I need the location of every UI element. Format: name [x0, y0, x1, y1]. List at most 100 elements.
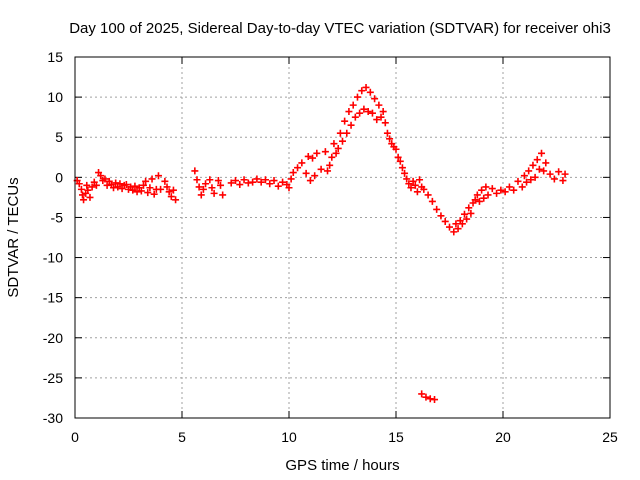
data-point — [77, 185, 85, 193]
data-point — [330, 140, 338, 148]
data-point — [257, 178, 265, 186]
data-point — [332, 149, 340, 157]
data-point — [535, 165, 543, 173]
x-tick-label: 5 — [178, 429, 186, 445]
data-point — [311, 172, 319, 180]
data-point — [450, 228, 458, 236]
data-point — [347, 121, 355, 129]
y-tick-label: 10 — [47, 89, 63, 105]
data-point — [208, 184, 216, 192]
data-point — [270, 177, 278, 185]
chart-title: Day 100 of 2025, Sidereal Day-to-day VTE… — [69, 20, 611, 37]
y-tick-label: -25 — [43, 370, 63, 386]
data-point — [555, 168, 563, 176]
data-point — [326, 161, 334, 169]
data-point — [240, 176, 248, 184]
data-point — [274, 182, 282, 190]
data-point — [478, 186, 486, 194]
data-point — [398, 164, 406, 172]
data-point — [561, 170, 569, 178]
data-point — [396, 157, 404, 165]
data-point — [368, 109, 376, 117]
x-tick-label: 20 — [495, 429, 511, 445]
data-point — [165, 188, 173, 196]
data-point — [92, 181, 100, 189]
data-point — [458, 220, 466, 228]
data-point — [193, 176, 201, 184]
data-point — [407, 184, 415, 192]
data-point — [401, 169, 409, 177]
data-point — [137, 187, 145, 195]
data-point — [413, 188, 421, 196]
data-point — [133, 188, 141, 196]
data-point — [195, 183, 203, 191]
data-point — [129, 186, 137, 194]
data-point — [163, 183, 171, 191]
data-point — [514, 177, 522, 185]
y-tick-label: 5 — [55, 129, 63, 145]
data-points — [73, 83, 569, 404]
data-point — [364, 108, 372, 116]
data-point — [345, 108, 353, 116]
data-point — [471, 196, 479, 204]
data-point — [460, 210, 468, 218]
data-point — [148, 175, 156, 183]
data-point — [381, 119, 389, 127]
data-point — [394, 153, 402, 161]
data-point — [493, 189, 501, 197]
data-point — [167, 193, 175, 201]
data-point — [525, 167, 533, 175]
data-point — [480, 194, 488, 202]
data-point — [214, 177, 222, 185]
data-point — [289, 169, 297, 177]
data-point — [433, 205, 441, 213]
data-point — [84, 186, 92, 194]
y-tick-label: 0 — [55, 169, 63, 185]
data-point — [463, 215, 471, 223]
y-tick-label: -20 — [43, 330, 63, 346]
data-point — [437, 212, 445, 220]
x-tick-label: 15 — [388, 429, 404, 445]
data-point — [294, 164, 302, 172]
data-point — [139, 181, 147, 189]
y-tick-label: -5 — [51, 209, 64, 225]
data-point — [518, 183, 526, 191]
data-point — [510, 186, 518, 194]
data-point — [422, 393, 430, 401]
data-point — [103, 181, 111, 189]
data-point — [446, 223, 453, 231]
data-point — [501, 188, 509, 196]
data-point — [383, 129, 391, 137]
data-point — [336, 129, 344, 137]
data-point — [101, 175, 109, 183]
data-point — [199, 185, 207, 193]
data-point — [550, 175, 558, 183]
data-point — [467, 209, 475, 217]
data-point — [97, 172, 105, 180]
data-point — [343, 129, 351, 137]
data-point — [533, 156, 541, 164]
x-tick-label: 25 — [602, 429, 618, 445]
data-point — [428, 197, 436, 205]
y-tick-label: 15 — [47, 49, 63, 65]
data-point — [302, 169, 310, 177]
data-point — [304, 152, 312, 160]
data-point — [452, 220, 460, 228]
y-tick-label: -10 — [43, 250, 63, 266]
data-point — [351, 113, 359, 121]
x-tick-label: 10 — [281, 429, 297, 445]
data-point — [266, 180, 274, 188]
x-tick-label: 0 — [71, 429, 79, 445]
data-point — [157, 185, 165, 193]
data-point — [112, 179, 120, 187]
data-point — [279, 178, 287, 186]
data-point — [356, 109, 364, 117]
data-point — [122, 181, 130, 189]
data-point — [482, 183, 490, 191]
data-point — [403, 175, 411, 183]
data-point — [309, 154, 317, 162]
data-point — [154, 172, 162, 180]
data-point — [191, 167, 199, 175]
data-point — [454, 225, 462, 233]
data-point — [236, 181, 244, 189]
